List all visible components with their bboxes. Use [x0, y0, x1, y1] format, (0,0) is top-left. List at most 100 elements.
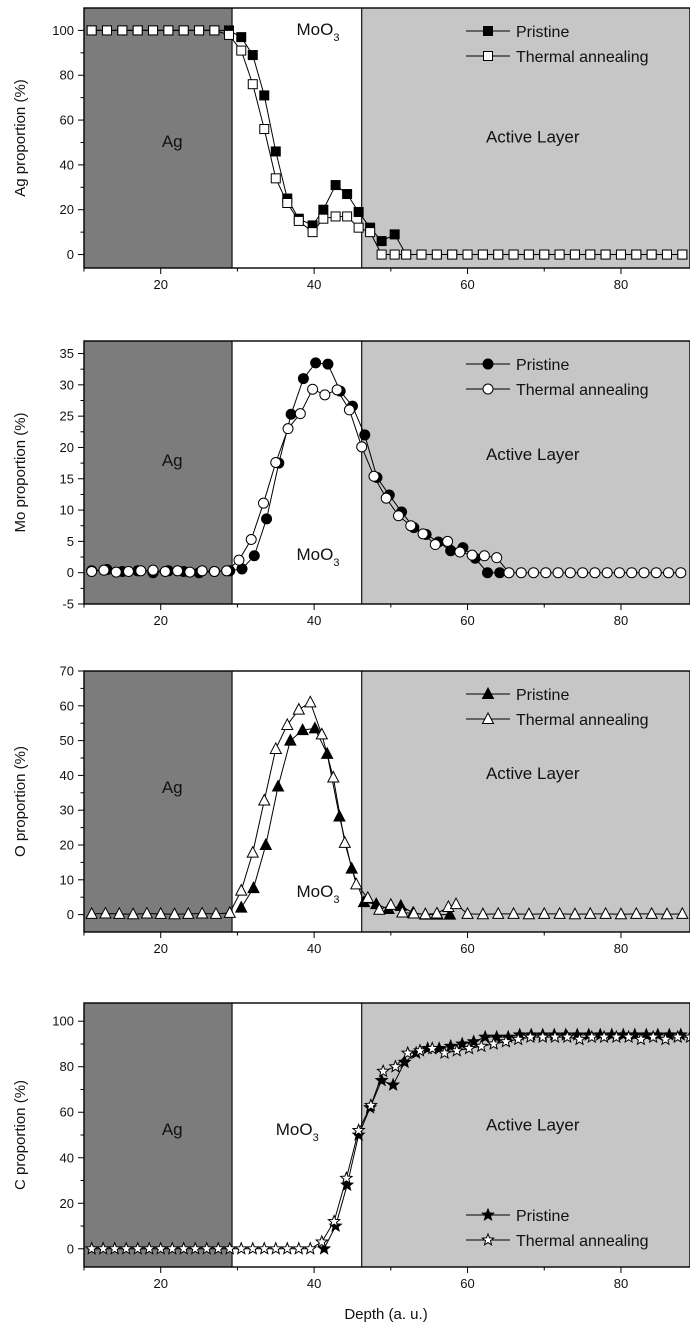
y-tick-label-c-80: 80 — [60, 1059, 74, 1074]
point-o-1-39 — [583, 906, 597, 919]
point-c-1-21 — [327, 1214, 342, 1228]
point-ag-1-41 — [661, 249, 672, 260]
point-c-1-18 — [291, 1241, 306, 1255]
point-mo-1-4 — [135, 565, 147, 577]
point-o-1-34 — [507, 906, 520, 919]
point-c-1-50 — [682, 1029, 690, 1044]
point-ag-1-37 — [600, 249, 611, 260]
point-mo-1-17 — [294, 408, 306, 420]
point-c-1-4 — [130, 1241, 145, 1255]
point-o-1-45 — [676, 906, 689, 919]
x-tick-label-o-40: 40 — [307, 941, 321, 956]
point-ag-1-18 — [330, 211, 341, 222]
point-c-1-23 — [351, 1123, 366, 1137]
legend-label-c-0: Pristine — [516, 1208, 569, 1225]
region-mo-1 — [232, 341, 362, 604]
point-mo-1-41 — [589, 567, 601, 579]
y-tick-label-mo-10: 10 — [60, 503, 74, 518]
point-mo-1-1 — [98, 564, 110, 576]
point-mo-1-40 — [577, 567, 589, 579]
point-ag-1-29 — [477, 249, 488, 260]
point-c-1-0 — [84, 1241, 99, 1255]
region-o-2 — [361, 671, 690, 932]
point-ag-1-24 — [401, 249, 412, 260]
point-c-1-3 — [119, 1241, 134, 1255]
point-o-1-1 — [99, 906, 112, 919]
point-ag-1-4 — [148, 25, 159, 36]
region-label-o-2: Active Layer — [486, 764, 580, 783]
point-ag-1-25 — [416, 249, 427, 260]
point-c-1-8 — [176, 1241, 191, 1255]
point-c-1-39 — [547, 1029, 563, 1044]
x-tick-label-ag-80: 80 — [614, 277, 628, 292]
point-ag-1-35 — [569, 249, 580, 260]
point-mo-1-12 — [233, 554, 245, 566]
point-mo-1-34 — [503, 567, 515, 579]
y-tick-label-ag-80: 80 — [60, 68, 74, 83]
point-o-1-8 — [195, 906, 209, 919]
point-ag-1-42 — [677, 249, 688, 260]
point-c-0-3 — [351, 1127, 366, 1141]
point-c-1-27 — [400, 1045, 415, 1060]
point-mo-1-44 — [626, 567, 638, 579]
point-c-1-41 — [572, 1032, 587, 1046]
point-mo-0-17 — [322, 358, 334, 370]
point-c-1-37 — [523, 1029, 538, 1044]
point-mo-0-11 — [248, 550, 260, 562]
point-c-0-12 — [455, 1036, 470, 1050]
point-c-1-42 — [584, 1029, 599, 1044]
point-ag-1-23 — [389, 249, 400, 260]
region-label-ag-2: Active Layer — [486, 127, 580, 146]
y-tick-label-mo-5: 5 — [67, 534, 74, 549]
y-tick-label-mo-30: 30 — [60, 377, 74, 392]
point-ag-0-18 — [330, 180, 341, 191]
point-o-0-3 — [271, 779, 285, 792]
point-c-1-14 — [245, 1241, 260, 1255]
point-o-1-20 — [338, 835, 352, 848]
point-c-1-12 — [222, 1241, 237, 1255]
point-mo-0-30 — [481, 567, 493, 579]
point-c-1-6 — [153, 1241, 168, 1255]
point-mo-1-5 — [147, 564, 159, 576]
legend-marker-mo-0 — [482, 358, 494, 370]
point-o-1-9 — [209, 906, 223, 919]
legend-marker-mo-1 — [482, 383, 494, 395]
point-ag-1-8 — [209, 25, 220, 36]
point-c-1-45 — [621, 1029, 636, 1044]
x-tick-label-ag-20: 20 — [153, 277, 167, 292]
y-tick-label-ag-60: 60 — [60, 113, 74, 128]
point-ag-0-10 — [236, 32, 247, 43]
point-ag-1-26 — [431, 249, 442, 260]
point-mo-1-28 — [429, 539, 441, 551]
point-mo-1-2 — [110, 566, 122, 578]
point-mo-0-27 — [445, 545, 457, 557]
point-o-1-3 — [126, 907, 140, 920]
x-tick-label-mo-20: 20 — [153, 613, 167, 628]
region-ag-1 — [232, 8, 362, 268]
y-tick-label-o-50: 50 — [60, 733, 74, 748]
point-o-1-4 — [140, 906, 154, 919]
point-ag-1-27 — [447, 249, 458, 260]
point-ag-1-12 — [259, 124, 270, 135]
point-o-1-30 — [449, 897, 463, 910]
point-c-0-15 — [489, 1029, 504, 1044]
y-tick-label-ag-40: 40 — [60, 157, 74, 172]
y-tick-label-ag-20: 20 — [60, 202, 74, 217]
point-ag-0-12 — [259, 90, 270, 101]
point-c-0-7 — [397, 1054, 412, 1069]
legend-marker-c-1 — [480, 1232, 496, 1246]
point-ag-1-33 — [539, 249, 550, 260]
legend-label-o-0: Pristine — [516, 687, 569, 704]
point-ag-1-5 — [163, 25, 174, 36]
point-ag-1-0 — [86, 25, 97, 36]
point-c-1-29 — [425, 1041, 440, 1055]
y-tick-label-o-0: 0 — [67, 907, 74, 922]
point-mo-1-14 — [257, 497, 269, 509]
legend-label-mo-0: Pristine — [516, 357, 569, 374]
point-mo-1-0 — [86, 565, 98, 577]
point-mo-1-42 — [601, 567, 613, 579]
point-c-1-35 — [498, 1034, 513, 1048]
point-mo-1-43 — [613, 567, 625, 579]
legend-marker-ag-1 — [483, 51, 493, 61]
point-c-1-11 — [211, 1241, 226, 1255]
